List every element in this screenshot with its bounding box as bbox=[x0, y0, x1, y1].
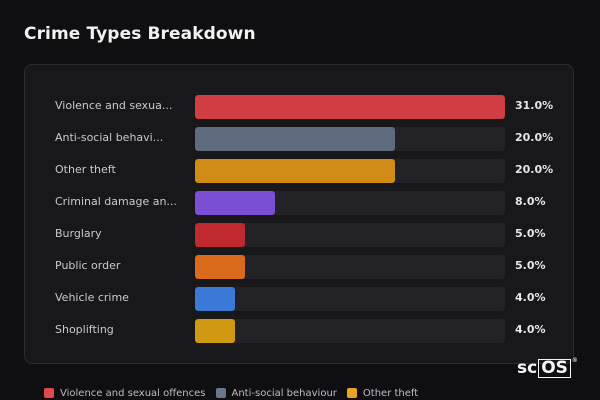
bar-value: 20.0% bbox=[515, 131, 554, 144]
bar-fill bbox=[195, 191, 275, 215]
bar-label: Public order bbox=[55, 259, 121, 272]
bar-row: Violence and sexua... 31.0% bbox=[55, 95, 555, 119]
legend-item: Other theft bbox=[346, 387, 419, 399]
bar-label: Violence and sexua... bbox=[55, 99, 173, 112]
bar-value: 5.0% bbox=[515, 259, 546, 272]
bar-label: Shoplifting bbox=[55, 323, 114, 336]
legend-swatch bbox=[215, 388, 226, 398]
bar-value: 8.0% bbox=[515, 195, 546, 208]
bar-fill bbox=[195, 223, 245, 247]
bar-value: 4.0% bbox=[515, 323, 546, 336]
bar-fill bbox=[195, 159, 395, 183]
bar-row: Public order 5.0% bbox=[55, 255, 555, 279]
bar-track bbox=[195, 191, 505, 215]
legend-label: Violence and sexual offences bbox=[60, 387, 206, 399]
chart-legend: Violence and sexual offences Anti-social … bbox=[44, 386, 428, 400]
bar-label: Criminal damage an... bbox=[55, 195, 177, 208]
bar-fill bbox=[195, 95, 505, 119]
bar-label: Burglary bbox=[55, 227, 102, 240]
bar-row: Vehicle crime 4.0% bbox=[55, 287, 555, 311]
bar-track bbox=[195, 159, 505, 183]
bar-value: 4.0% bbox=[515, 291, 546, 304]
bar-value: 20.0% bbox=[515, 163, 554, 176]
bar-track bbox=[195, 255, 505, 279]
bar-fill bbox=[195, 287, 235, 311]
bar-label: Other theft bbox=[55, 163, 116, 176]
bar-track bbox=[195, 287, 505, 311]
page-title: Crime Types Breakdown bbox=[24, 24, 256, 44]
bar-row: Burglary 5.0% bbox=[55, 223, 555, 247]
bar-value: 5.0% bbox=[515, 227, 546, 240]
bar-label: Vehicle crime bbox=[55, 291, 129, 304]
legend-item: Violence and sexual offences bbox=[44, 388, 206, 399]
brand-logo: sc OS ® bbox=[517, 357, 578, 378]
brand-box: OS bbox=[538, 358, 571, 378]
bar-value: 31.0% bbox=[515, 99, 554, 112]
bar-track bbox=[195, 319, 505, 343]
legend-label: Anti-social behaviour bbox=[231, 387, 337, 399]
legend-swatch bbox=[44, 388, 54, 398]
bar-row: Anti-social behavi... 20.0% bbox=[55, 127, 555, 151]
bar-track bbox=[195, 223, 505, 247]
bar-fill bbox=[195, 255, 245, 279]
legend-swatch bbox=[346, 388, 357, 398]
bar-row: Other theft 20.0% bbox=[55, 159, 555, 183]
bar-row: Shoplifting 4.0% bbox=[55, 319, 555, 343]
brand-prefix: sc bbox=[517, 358, 538, 378]
bar-label: Anti-social behavi... bbox=[55, 131, 164, 144]
chart-panel: Violence and sexua... 31.0% Anti-social be… bbox=[24, 64, 574, 364]
legend-item: Anti-social behaviour bbox=[215, 387, 337, 399]
legend-label: Other theft bbox=[362, 387, 419, 399]
bar-fill bbox=[195, 127, 395, 151]
bar-track bbox=[195, 95, 505, 119]
brand-registered-mark: ® bbox=[571, 357, 578, 364]
bar-fill bbox=[195, 319, 235, 343]
bar-track bbox=[195, 127, 505, 151]
bar-row: Criminal damage an... 8.0% bbox=[55, 191, 555, 215]
